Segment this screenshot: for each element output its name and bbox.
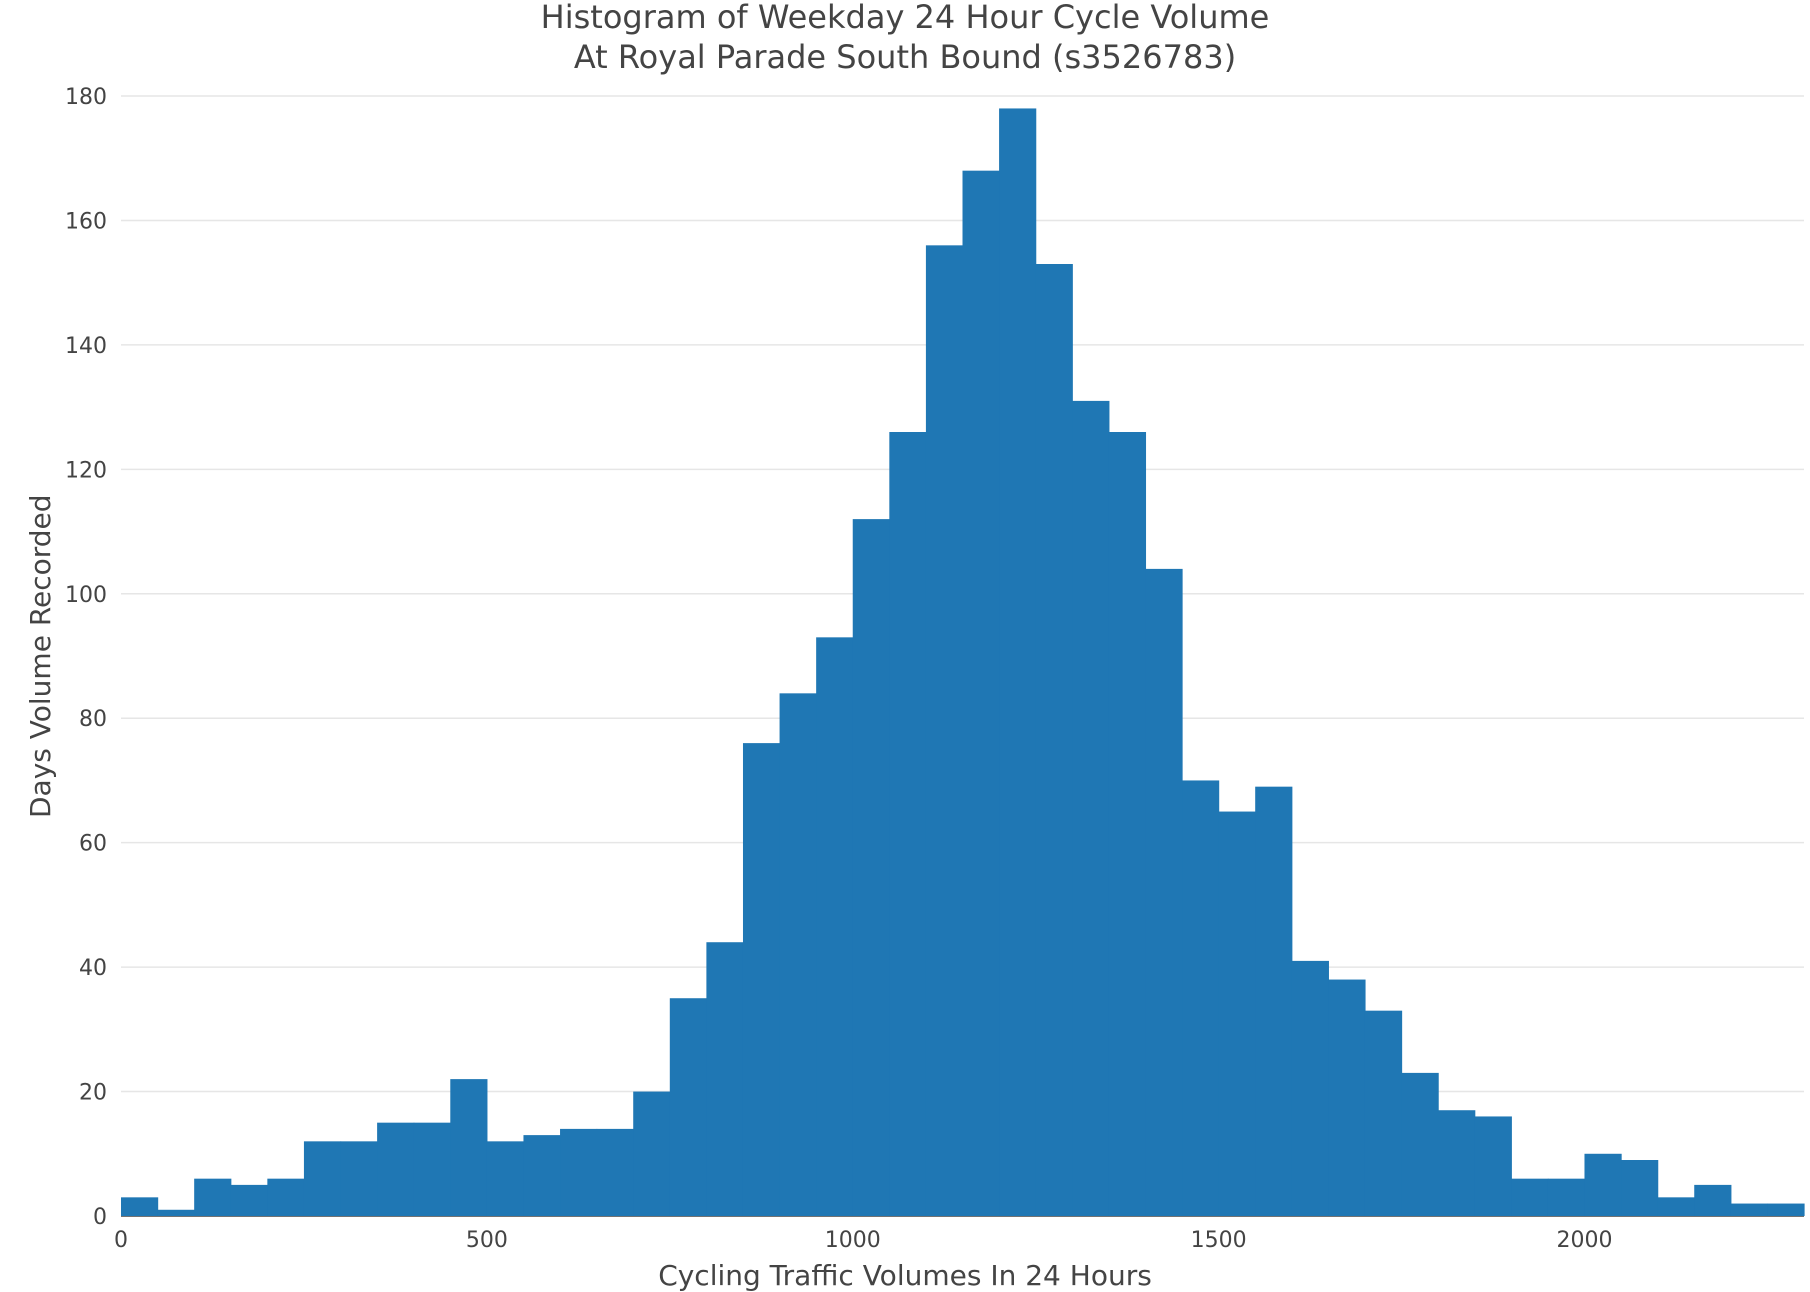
y-axis-ticks: 0 20 40 60 80 100 120 140 160 180	[65, 85, 107, 1230]
histogram-bar	[1035, 264, 1073, 1216]
y-axis-title: Days Volume Recorded	[24, 494, 57, 818]
bars	[121, 108, 1805, 1217]
y-tick-label: 100	[65, 583, 107, 608]
histogram-bar	[706, 942, 744, 1216]
histogram-bar	[1218, 811, 1256, 1216]
histogram-bar	[1694, 1184, 1732, 1216]
histogram-bar	[816, 637, 854, 1216]
y-tick-label: 180	[65, 85, 107, 110]
histogram-bar	[1401, 1072, 1439, 1216]
histogram-bar	[486, 1141, 525, 1216]
histogram-bar	[1182, 780, 1220, 1216]
histogram-bar	[157, 1209, 195, 1216]
histogram-bar	[1730, 1203, 1769, 1216]
x-tick-label: 0	[114, 1228, 128, 1253]
histogram-bar	[450, 1079, 488, 1216]
histogram-bar	[1291, 960, 1329, 1216]
x-tick-label: 500	[466, 1228, 508, 1253]
x-tick-label: 2000	[1556, 1228, 1612, 1253]
histogram-bar	[779, 693, 817, 1216]
histogram-bar	[1145, 568, 1183, 1216]
histogram-bar	[1474, 1116, 1512, 1216]
histogram-bar	[523, 1135, 561, 1216]
histogram-bar	[925, 245, 964, 1217]
histogram-bar	[194, 1178, 232, 1216]
histogram-bar	[1108, 432, 1147, 1216]
histogram-bar	[1584, 1153, 1622, 1216]
histogram-bar	[1255, 786, 1293, 1216]
y-tick-label: 60	[79, 832, 107, 857]
y-tick-label: 120	[65, 458, 107, 483]
histogram-bar	[1438, 1110, 1476, 1216]
histogram-bar	[596, 1128, 634, 1216]
histogram-bar	[340, 1141, 378, 1216]
histogram-bar	[669, 998, 707, 1216]
histogram-bar	[230, 1184, 268, 1216]
x-tick-label: 1000	[825, 1228, 881, 1253]
histogram-bar	[267, 1178, 305, 1216]
histogram-bar	[1767, 1203, 1805, 1216]
y-tick-label: 40	[79, 956, 107, 981]
x-axis-title: Cycling Traffic Volumes In 24 Hours	[658, 1259, 1152, 1292]
histogram-bar	[742, 743, 781, 1216]
histogram-bar	[999, 108, 1037, 1216]
y-tick-label: 160	[65, 209, 107, 234]
y-tick-label: 80	[79, 707, 107, 732]
histogram-bar	[303, 1141, 342, 1216]
histogram-bar	[560, 1128, 598, 1216]
x-axis-ticks: 0 500 1000 1500 2000	[114, 1228, 1612, 1253]
histogram-bar	[1364, 1010, 1403, 1216]
histogram-bar	[889, 432, 927, 1216]
x-tick-label: 1500	[1191, 1228, 1247, 1253]
histogram-bar	[852, 519, 890, 1216]
histogram-bar	[1547, 1178, 1586, 1216]
histogram-bar	[962, 170, 1000, 1217]
y-tick-label: 140	[65, 334, 107, 359]
histogram-bar	[1621, 1160, 1659, 1216]
histogram-bar	[1511, 1178, 1549, 1216]
chart-title-line-1: Histogram of Weekday 24 Hour Cycle Volum…	[540, 0, 1270, 36]
histogram-bar	[1328, 979, 1366, 1216]
histogram-bar	[121, 1197, 159, 1216]
y-tick-label: 0	[93, 1205, 107, 1230]
y-tick-label: 20	[79, 1081, 107, 1106]
histogram-bar	[413, 1122, 451, 1216]
chart-title-line-2: At Royal Parade South Bound (s3526783)	[573, 38, 1237, 76]
histogram-bar	[633, 1091, 671, 1216]
histogram-bar	[377, 1122, 415, 1216]
histogram-bar	[1657, 1197, 1695, 1216]
histogram-bar	[1072, 400, 1110, 1216]
